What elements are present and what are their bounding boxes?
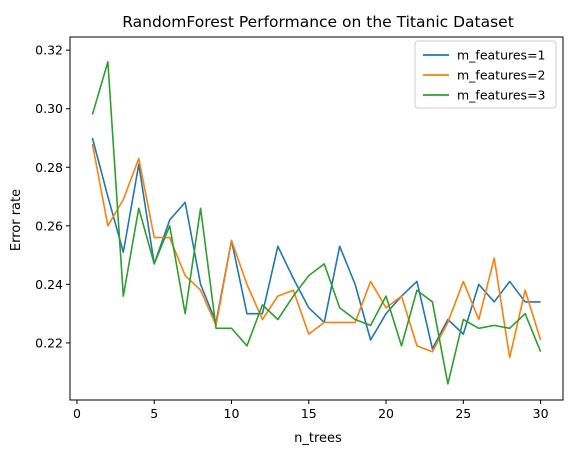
x-tick-label: 15: [301, 406, 317, 421]
y-tick-label: 0.30: [35, 101, 63, 116]
y-tick-label: 0.28: [35, 160, 63, 175]
legend-entry-1: m_features=1: [457, 48, 546, 63]
y-tick-label: 0.24: [35, 277, 63, 292]
series-line-1: [91, 137, 541, 350]
legend-entry-3: m_features=3: [457, 88, 546, 103]
x-axis: 0 5 10 15 20 25 30: [73, 400, 549, 421]
y-axis-label: Error rate: [9, 189, 24, 251]
plot-frame: [69, 36, 564, 401]
y-tick-label: 0.26: [35, 218, 63, 233]
x-tick-label: 10: [224, 406, 240, 421]
x-tick-label: 0: [73, 406, 81, 421]
x-tick-label: 25: [455, 406, 471, 421]
y-tick-label: 0.22: [35, 335, 63, 350]
legend-entry-2: m_features=2: [457, 68, 546, 83]
y-axis: 0.22 0.24 0.26 0.28 0.30 0.32: [35, 43, 70, 350]
y-tick-label: 0.32: [35, 43, 63, 58]
x-tick-label: 20: [378, 406, 394, 421]
chart-title: RandomForest Performance on the Titanic …: [122, 13, 514, 31]
legend-box: [414, 40, 557, 109]
x-tick-label: 5: [150, 406, 158, 421]
x-axis-label: n_trees: [294, 431, 342, 446]
plot-lines: [91, 61, 542, 385]
x-tick-label: 30: [533, 406, 549, 421]
legend: m_features=1 m_features=2 m_features=3: [414, 40, 557, 109]
series-line-3: [91, 61, 542, 385]
series-line-2: [91, 143, 542, 359]
